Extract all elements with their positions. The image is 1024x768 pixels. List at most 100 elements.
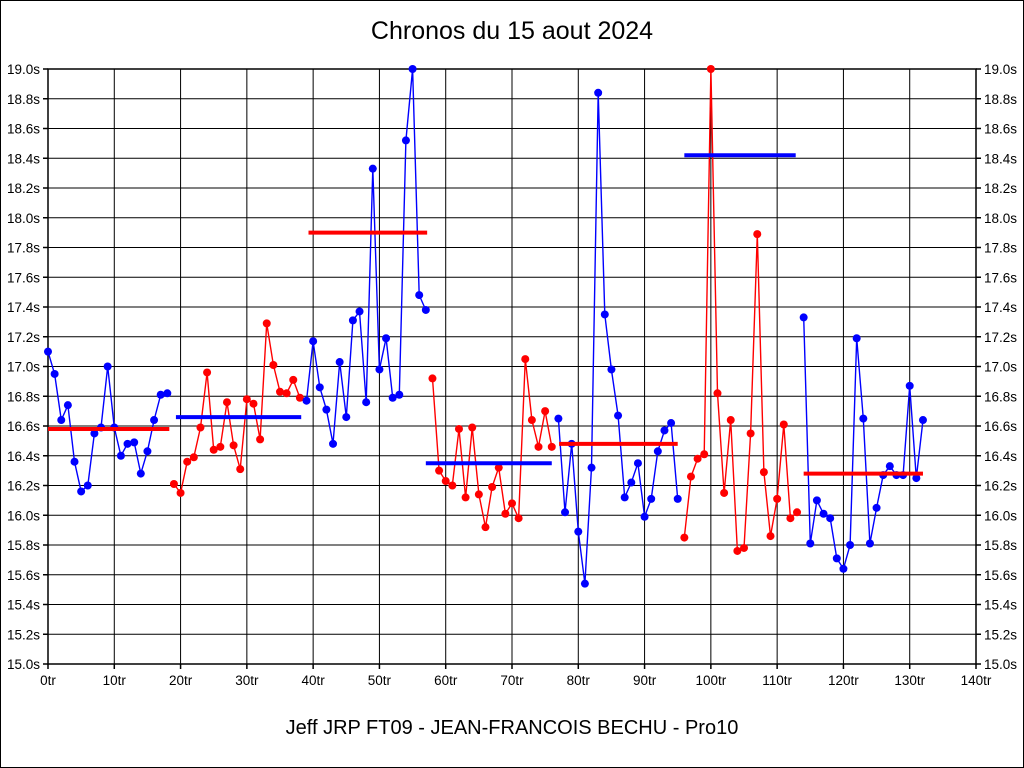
data-point-relais-6 [713, 389, 722, 398]
data-point-relais-5 [594, 88, 603, 97]
data-point-relais-4 [454, 424, 463, 433]
y-tick-label-left: 16.2s [7, 479, 40, 494]
data-point-relais-2 [216, 442, 225, 451]
data-point-relais-2 [236, 465, 245, 474]
chart-title: Chronos du 15 aout 2024 [370, 17, 654, 45]
data-point-relais-2 [183, 457, 192, 466]
data-point-relais-4 [501, 509, 510, 518]
y-tick-label-left: 16.0s [7, 508, 40, 523]
y-tick-label-right: 16.4s [984, 449, 1017, 464]
data-point-relais-1 [163, 389, 172, 398]
data-point-relais-6 [720, 488, 729, 497]
data-point-relais-4 [514, 514, 523, 523]
data-point-relais-4 [468, 423, 477, 432]
y-tick-label-right: 15.4s [984, 598, 1017, 613]
data-point-relais-5 [574, 527, 583, 536]
y-tick-label-right: 17.8s [984, 241, 1017, 256]
y-tick-label-right: 18.4s [984, 151, 1017, 166]
data-point-relais-1 [44, 347, 52, 356]
data-point-relais-2 [229, 441, 238, 450]
data-point-relais-4 [428, 374, 437, 383]
y-tick-label-left: 18.0s [7, 211, 40, 226]
y-tick-label-right: 16.0s [984, 508, 1017, 523]
data-point-relais-2 [203, 368, 212, 377]
data-point-relais-6 [786, 514, 795, 523]
data-point-relais-2 [249, 399, 258, 408]
lap-line-relais-1 [47, 351, 168, 493]
data-point-relais-4 [508, 499, 516, 508]
data-point-relais-7 [905, 381, 914, 390]
data-point-relais-3 [342, 413, 351, 422]
x-tick-label: 0tr [40, 673, 56, 688]
data-point-relais-3 [309, 337, 318, 346]
y-tick-label-left: 15.6s [7, 568, 40, 583]
data-point-relais-7 [846, 541, 855, 549]
data-point-relais-4 [441, 477, 450, 486]
lap-line-relais-6 [683, 68, 798, 553]
y-tick-label-right: 18.6s [984, 122, 1017, 137]
y-tick-label-right: 16.2s [984, 479, 1017, 494]
y-tick-label-right: 18.8s [984, 92, 1017, 107]
data-point-relais-3 [388, 393, 397, 402]
data-point-relais-2 [295, 393, 304, 402]
data-point-relais-6 [793, 508, 802, 517]
data-point-relais-5 [667, 419, 676, 428]
data-point-relais-1 [63, 401, 72, 410]
data-point-relais-1 [57, 416, 66, 425]
lap-line-relais-3 [305, 68, 427, 444]
data-point-relais-3 [362, 398, 371, 407]
x-tick-label: 130tr [894, 673, 925, 688]
y-tick-label-right: 15.2s [984, 627, 1017, 642]
data-point-relais-3 [401, 136, 410, 145]
y-tick-label-right: 16.8s [984, 389, 1017, 404]
data-point-relais-3 [382, 334, 391, 343]
data-point-relais-5 [633, 459, 642, 468]
lap-line-relais-4 [431, 359, 553, 528]
data-point-relais-1 [70, 457, 79, 466]
y-tick-label-left: 17.0s [7, 360, 40, 375]
data-point-relais-5 [627, 478, 636, 487]
lap-line-relais-2 [173, 323, 301, 495]
data-point-relais-5 [561, 508, 570, 517]
y-tick-label-left: 17.4s [7, 300, 40, 315]
data-point-relais-4 [481, 523, 490, 532]
data-point-relais-5 [640, 512, 649, 521]
data-point-relais-6 [726, 416, 735, 425]
data-point-relais-7 [799, 313, 808, 322]
data-point-relais-5 [580, 579, 589, 588]
data-point-relais-3 [322, 405, 331, 414]
y-tick-label-right: 18.2s [984, 181, 1017, 196]
data-point-relais-2 [209, 445, 218, 454]
data-point-relais-7 [832, 554, 841, 563]
data-point-relais-7 [812, 496, 821, 505]
data-point-relais-6 [746, 429, 755, 438]
data-point-relais-6 [773, 494, 782, 503]
y-tick-label-right: 18.0s [984, 211, 1017, 226]
x-tick-label: 120tr [828, 673, 859, 688]
data-point-relais-7 [852, 334, 861, 343]
y-tick-label-right: 17.2s [984, 330, 1017, 345]
data-point-relais-1 [50, 369, 59, 378]
y-tick-label-left: 18.8s [7, 92, 40, 107]
data-point-relais-4 [461, 493, 470, 502]
data-point-relais-3 [375, 365, 384, 374]
y-tick-label-right: 19.0s [984, 62, 1017, 77]
y-tick-label-right: 15.8s [984, 538, 1017, 553]
data-point-relais-5 [653, 447, 662, 456]
data-point-relais-2 [189, 453, 198, 462]
x-tick-label: 20tr [169, 673, 193, 688]
data-point-relais-2 [262, 319, 271, 328]
data-point-relais-2 [256, 435, 265, 444]
data-point-relais-5 [554, 414, 563, 423]
data-point-relais-4 [494, 463, 503, 472]
x-tick-label: 10tr [103, 673, 127, 688]
y-tick-label-left: 16.8s [7, 389, 40, 404]
data-point-relais-2 [276, 387, 284, 396]
y-tick-label-right: 17.4s [984, 300, 1017, 315]
data-point-relais-5 [673, 494, 682, 503]
data-point-relais-6 [733, 546, 742, 555]
x-tick-label: 80tr [567, 673, 591, 688]
data-point-relais-4 [435, 466, 444, 475]
data-point-relais-6 [753, 230, 762, 239]
